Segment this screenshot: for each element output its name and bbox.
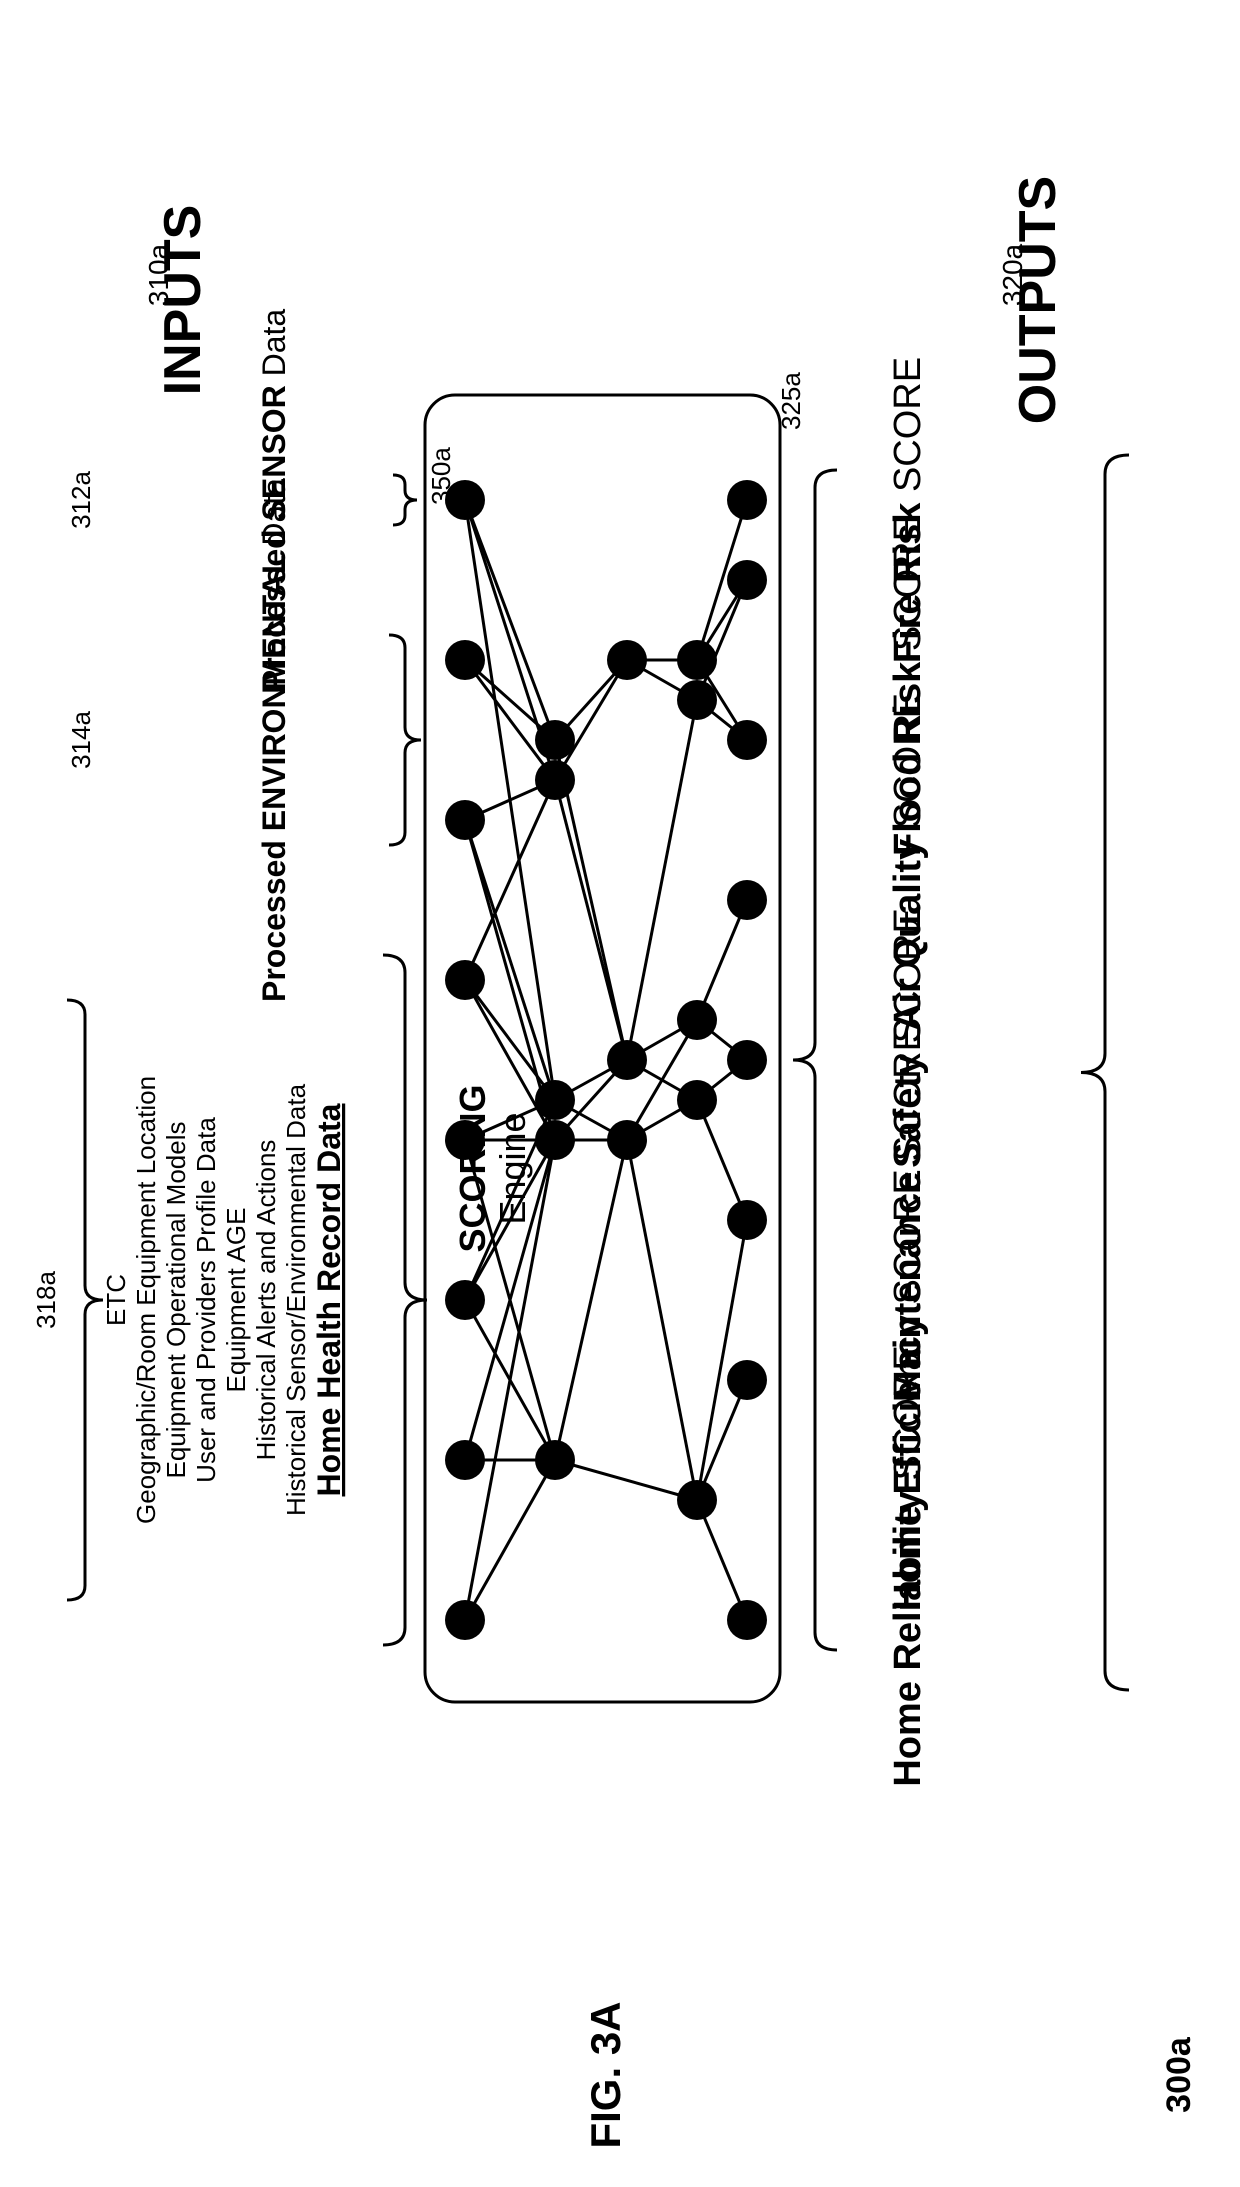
svg-text:Equipment Operational Models: Equipment Operational Models — [161, 1122, 191, 1479]
svg-text:318a: 318a — [31, 1271, 61, 1329]
svg-text:312a: 312a — [66, 471, 96, 529]
svg-text:Home Reliability SCORE: Home Reliability SCORE — [887, 1345, 929, 1786]
svg-text:ETC: ETC — [101, 1274, 131, 1326]
svg-text:Processed ENVIRONMENTAL Data: Processed ENVIRONMENTAL Data — [256, 478, 292, 1002]
svg-text:Equipment AGE: Equipment AGE — [221, 1208, 251, 1393]
svg-text:Geographic/Room Equipment Loca: Geographic/Room Equipment Location — [131, 1076, 161, 1524]
svg-text:Historical Sensor/Environmenta: Historical Sensor/Environmental Data — [281, 1083, 311, 1516]
svg-text:Historical Alerts and Actions: Historical Alerts and Actions — [251, 1140, 281, 1461]
svg-text:FIG. 3A: FIG. 3A — [582, 2001, 629, 2148]
svg-text:320a: 320a — [997, 243, 1028, 306]
svg-text:Engine: Engine — [492, 1112, 533, 1224]
scoring-engine-label: SCORINGEngine — [452, 1084, 533, 1252]
svg-text:314a: 314a — [66, 711, 96, 769]
svg-text:User and Providers Profile Dat: User and Providers Profile Data — [191, 1117, 221, 1483]
svg-text:325a: 325a — [776, 372, 806, 430]
svg-text:Home Health Record Data: Home Health Record Data — [311, 1103, 347, 1496]
svg-text:300a: 300a — [1160, 2036, 1198, 2113]
svg-text:310a: 310a — [143, 243, 174, 306]
